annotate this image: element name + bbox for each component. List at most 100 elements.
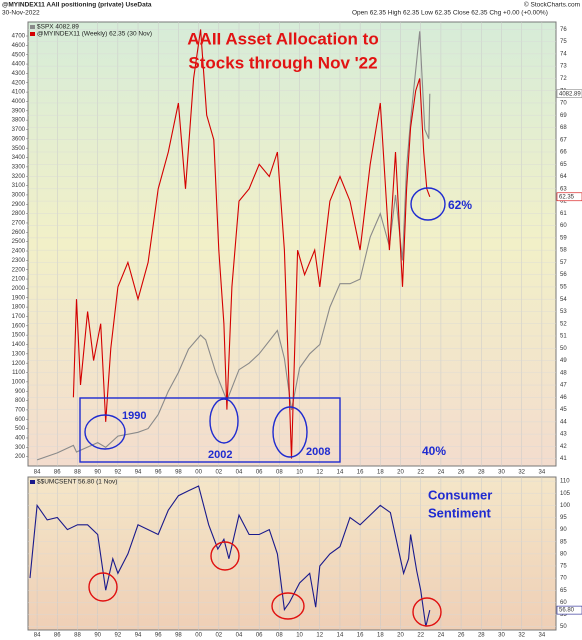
y2-tick-label: 85 xyxy=(560,539,567,545)
y-tick-label: 600 xyxy=(15,417,26,423)
y-tick-label: 3700 xyxy=(12,127,26,133)
y2-tick-label: 41 xyxy=(560,456,567,462)
x-tick-label: 08 xyxy=(276,633,283,639)
y-tick-label: 4100 xyxy=(12,90,26,96)
highlight-circle xyxy=(410,187,446,221)
header-date: 30-Nov-2022 xyxy=(2,10,40,17)
y2-tick-label: 44 xyxy=(560,419,567,425)
y2-tick-label: 43 xyxy=(560,432,567,438)
x-tick-label: 00 xyxy=(195,470,202,476)
x-tick-label: 02 xyxy=(215,470,222,476)
y2-tick-label: 55 xyxy=(560,612,567,618)
x-tick-label: 20 xyxy=(397,470,404,476)
y-tick-label: 1000 xyxy=(12,379,26,385)
x-tick-label: 88 xyxy=(74,633,81,639)
annotation: 2008 xyxy=(306,446,330,458)
legend-label: $$UMCSENT 56.80 (1 Nov) xyxy=(37,479,117,486)
y-tick-label: 4500 xyxy=(12,52,26,58)
y2-tick-label: 100 xyxy=(560,503,571,509)
annotation: 2002 xyxy=(208,449,232,461)
y2-tick-label: 58 xyxy=(560,248,567,254)
y2-tick-label: 62 xyxy=(560,199,567,205)
x-tick-label: 00 xyxy=(195,633,202,639)
data-line xyxy=(36,31,431,461)
y2-tick-label: 105 xyxy=(560,491,571,497)
highlight-circle xyxy=(272,406,308,458)
legend-label: $SPX 4082.89 xyxy=(37,24,79,31)
y-tick-label: 2200 xyxy=(12,267,26,273)
y-tick-label: 4700 xyxy=(12,34,26,40)
x-tick-label: 32 xyxy=(518,470,525,476)
x-tick-label: 98 xyxy=(175,470,182,476)
highlight-circle xyxy=(209,398,239,444)
y2-tick-label: 54 xyxy=(560,297,567,303)
y2-tick-label: 73 xyxy=(560,64,567,70)
y2-tick-label: 46 xyxy=(560,395,567,401)
y-tick-label: 1900 xyxy=(12,295,26,301)
x-tick-label: 16 xyxy=(357,633,364,639)
y2-tick-label: 60 xyxy=(560,223,567,229)
y-tick-label: 1300 xyxy=(12,351,26,357)
x-tick-label: 86 xyxy=(54,470,61,476)
header-symbol: @MYINDEX11 AAII positioning (private) Us… xyxy=(2,2,152,9)
x-tick-label: 06 xyxy=(256,633,263,639)
x-tick-label: 02 xyxy=(215,633,222,639)
y-tick-label: 1500 xyxy=(12,333,26,339)
last-value-box xyxy=(556,89,582,99)
x-tick-label: 14 xyxy=(337,470,344,476)
last-value-label: 62.35 xyxy=(559,194,575,200)
y-tick-label: 3600 xyxy=(12,136,26,142)
x-tick-label: 26 xyxy=(458,470,465,476)
x-tick-label: 28 xyxy=(478,470,485,476)
annotation: 62% xyxy=(448,198,472,212)
x-tick-label: 22 xyxy=(417,633,424,639)
y2-tick-label: 75 xyxy=(560,564,567,570)
x-tick-label: 04 xyxy=(236,470,243,476)
y-tick-label: 400 xyxy=(15,436,26,442)
plot-layer: 84 86 88 90 92 94 96 98 00 02 04 06 08 10 12 14 16 18 20 22… xyxy=(12,22,582,639)
x-tick-label: 24 xyxy=(438,633,445,639)
legend-swatch xyxy=(30,32,35,36)
y-tick-label: 3200 xyxy=(12,174,26,180)
annotation: 1990 xyxy=(122,410,146,422)
annotation: Sentiment xyxy=(428,505,492,520)
annotation: 40% xyxy=(422,444,446,458)
y-tick-label: 4600 xyxy=(12,43,26,49)
y-tick-label: 2000 xyxy=(12,286,26,292)
y2-tick-label: 66 xyxy=(560,150,567,156)
y2-tick-label: 70 xyxy=(560,576,567,582)
y-tick-label: 2900 xyxy=(12,202,26,208)
y2-tick-label: 48 xyxy=(560,370,567,376)
x-tick-label: 90 xyxy=(94,633,101,639)
highlight-circle xyxy=(210,541,240,571)
y2-tick-label: 95 xyxy=(560,515,567,521)
y2-tick-label: 68 xyxy=(560,125,567,131)
y-tick-label: 700 xyxy=(15,407,26,413)
y2-tick-label: 65 xyxy=(560,588,567,594)
last-value-label: 56.80 xyxy=(559,608,575,614)
y2-tick-label: 59 xyxy=(560,235,567,241)
y2-tick-label: 110 xyxy=(560,479,570,485)
panel-top xyxy=(27,21,557,467)
highlight-circle xyxy=(88,572,118,602)
x-tick-label: 84 xyxy=(34,470,41,476)
y2-tick-label: 61 xyxy=(560,211,567,217)
y-tick-label: 4000 xyxy=(12,99,26,105)
y-tick-label: 3000 xyxy=(12,193,26,199)
y-tick-label: 3100 xyxy=(12,183,26,189)
y-tick-label: 2100 xyxy=(12,277,26,283)
y-tick-label: 2300 xyxy=(12,258,26,264)
x-tick-label: 34 xyxy=(539,470,546,476)
x-tick-label: 32 xyxy=(518,633,525,639)
y2-tick-label: 74 xyxy=(560,51,567,57)
y2-tick-label: 57 xyxy=(560,260,567,266)
x-tick-label: 16 xyxy=(357,470,364,476)
y-tick-label: 3800 xyxy=(12,118,26,124)
x-tick-label: 08 xyxy=(276,470,283,476)
y-tick-label: 2500 xyxy=(12,239,26,245)
x-tick-label: 98 xyxy=(175,633,182,639)
y-tick-label: 2600 xyxy=(12,230,26,236)
last-value-box xyxy=(556,192,582,202)
x-tick-label: 18 xyxy=(377,470,384,476)
